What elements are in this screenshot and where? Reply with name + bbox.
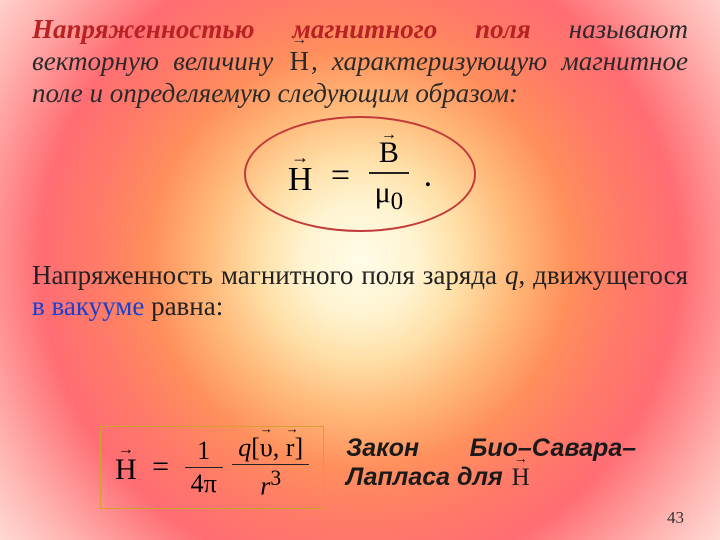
formula1-lhs: → H	[288, 153, 313, 199]
page-number: 43	[667, 508, 684, 528]
vector-H-law: →H	[510, 464, 532, 493]
formula-biot-savart: → H = 1 4π q[→υ, →r] r3	[100, 426, 324, 509]
vector-arrow-icon: →	[260, 421, 273, 437]
fraction-1-over-4pi: 1 4π	[185, 436, 223, 499]
vacuum-highlight: в вакууме	[32, 291, 144, 321]
vector-arrow-icon: →	[369, 126, 410, 144]
formula-H-equals-B-over-mu: → H = → B μ0 .	[288, 136, 432, 216]
formula-period: .	[418, 157, 433, 194]
vector-r: →r	[286, 433, 295, 463]
law-text: Закон Био–Савара–Лапласа для	[346, 434, 636, 491]
fraction-numerator: → B	[369, 136, 410, 172]
symbol-q: q	[505, 260, 519, 290]
p2-text-3: равна:	[144, 291, 223, 321]
formula-main-container: → H = → B μ0 .	[32, 116, 688, 232]
cross-numerator: q[→υ, →r]	[232, 433, 309, 464]
vector-arrow-icon: →	[288, 147, 313, 168]
vector-arrow-icon: →	[115, 441, 137, 459]
equals-sign: =	[321, 157, 360, 194]
formula2-lhs: → H	[115, 447, 137, 487]
formula-ellipse: → H = → B μ0 .	[244, 116, 476, 232]
bottom-row: → H = 1 4π q[→υ, →r] r3 Закон Био–Савара…	[100, 426, 688, 509]
law-name-caption: Закон Био–Савара–Лапласа для →H	[346, 426, 636, 493]
formula1-fraction: → B μ0	[369, 136, 410, 216]
vacuum-paragraph: Напряженность магнитного поля заряда q, …	[32, 260, 688, 322]
vector-v: →υ	[260, 433, 273, 463]
vector-arrow-icon: →	[286, 421, 295, 437]
vector-H-inline: →H	[287, 46, 311, 78]
p2-text-1: Напряженность магнитного поля заряда	[32, 260, 505, 290]
term-highlight: Напряженностью магнитного поля	[32, 14, 531, 44]
r-cubed: r3	[232, 465, 309, 502]
equals-sign: =	[144, 450, 177, 483]
p2-text-2: , движущегося	[518, 260, 688, 290]
vector-arrow-icon: →	[510, 452, 532, 468]
fraction-cross-product: q[→υ, →r] r3	[232, 433, 309, 502]
fraction-denominator: μ0	[369, 174, 410, 216]
definition-paragraph: Напряженностью магнитного поля называют …	[32, 14, 688, 110]
vector-arrow-icon: →	[287, 32, 311, 48]
